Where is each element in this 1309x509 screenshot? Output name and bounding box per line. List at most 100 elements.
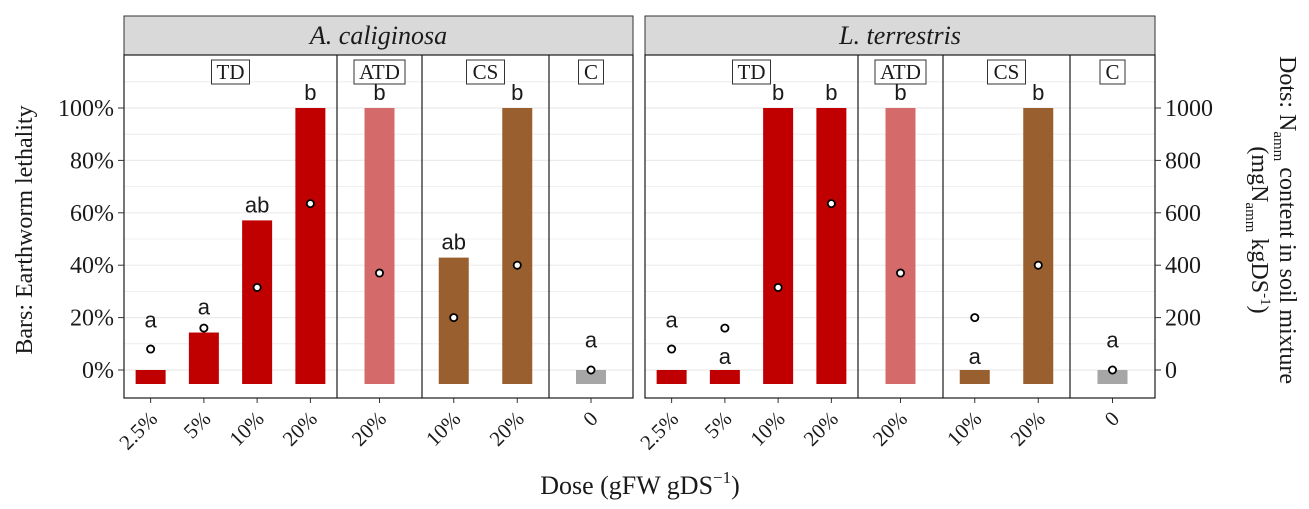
- y-left-tick-label: 100%: [58, 96, 114, 122]
- bar: [502, 108, 533, 384]
- x-tick-label: 10%: [942, 407, 986, 451]
- data-point: [1108, 365, 1118, 375]
- significance-letter: b: [304, 80, 316, 105]
- bar: [242, 220, 273, 384]
- group-label-box: [1099, 59, 1126, 85]
- data-point: [449, 313, 459, 323]
- x-tick-label: 10%: [745, 407, 789, 451]
- data-point: [512, 260, 522, 270]
- x-tick-label: 20%: [799, 407, 843, 451]
- x-tick-label: 2.5%: [635, 407, 683, 455]
- group-label-box: [987, 59, 1026, 85]
- significance-letter: b: [894, 80, 906, 105]
- data-point: [374, 268, 384, 278]
- y-right-tick-label: 1000: [1165, 96, 1213, 122]
- x-tick-label: 20%: [347, 407, 391, 451]
- x-tick-label: 2.5%: [114, 407, 162, 455]
- bar: [763, 108, 794, 384]
- bar: [709, 370, 740, 384]
- group-label: TD: [738, 60, 766, 84]
- data-point: [720, 323, 730, 333]
- data-point: [305, 199, 315, 209]
- y-left-tick-label: 20%: [70, 306, 114, 332]
- y-right-tick-label: 0: [1165, 358, 1177, 384]
- group-label: CS: [994, 60, 1020, 84]
- data-point: [667, 344, 677, 354]
- x-tick-label: 20%: [868, 407, 912, 451]
- group-label-box: [466, 59, 505, 85]
- significance-letter: a: [585, 328, 598, 353]
- significance-letter: a: [1106, 328, 1119, 353]
- facet-strip-label: A. caliginosa: [308, 21, 447, 50]
- data-point: [773, 282, 783, 292]
- facet-strip: [644, 15, 1156, 56]
- group-label-box: [353, 59, 406, 85]
- significance-letter: a: [969, 344, 982, 369]
- bar: [576, 370, 606, 384]
- x-tick-label: 0: [1100, 407, 1124, 431]
- significance-letter: a: [198, 294, 211, 319]
- y-left-tick-label: 60%: [70, 201, 114, 227]
- panel-border: [123, 54, 634, 399]
- bar: [959, 370, 990, 384]
- x-tick-label: 10%: [421, 407, 465, 451]
- bar: [135, 370, 166, 384]
- group-label: ATD: [359, 60, 400, 84]
- significance-letter: ab: [442, 230, 466, 255]
- data-point: [586, 365, 596, 375]
- significance-letter: b: [825, 80, 837, 105]
- significance-letter: b: [1032, 80, 1044, 105]
- significance-letter: ab: [245, 192, 269, 217]
- significance-letter: b: [772, 80, 784, 105]
- data-point: [146, 344, 156, 354]
- bar: [364, 108, 395, 384]
- data-point: [826, 199, 836, 209]
- data-point: [970, 313, 980, 323]
- y-left-axis-title: Bars: Earthworm lethality: [12, 105, 38, 354]
- bar: [1023, 108, 1054, 384]
- x-tick-label: 5%: [179, 407, 216, 444]
- x-tick-label: 20%: [485, 407, 529, 451]
- x-tick-label: 0: [578, 407, 602, 431]
- group-label: C: [584, 60, 598, 84]
- significance-letter: a: [719, 344, 732, 369]
- data-point: [896, 268, 906, 278]
- bar: [816, 108, 847, 384]
- y-left-tick-label: 0%: [82, 358, 114, 384]
- group-label: C: [1105, 60, 1119, 84]
- panel-border: [644, 54, 1156, 399]
- x-tick-label: 10%: [224, 407, 268, 451]
- facet-strip-label: L. terrestris: [838, 21, 961, 50]
- x-tick-label: 20%: [1006, 407, 1050, 451]
- y-right-tick-label: 200: [1165, 306, 1201, 332]
- y-right-axis-title-line1: Dots: Namm content in soil mixture: [1270, 56, 1300, 384]
- group-label-box: [578, 59, 604, 85]
- y-right-axis-title-line2: (mgNamm kgDS-1): [1242, 146, 1273, 313]
- y-right-tick-label: 600: [1165, 201, 1201, 227]
- significance-letter: a: [666, 308, 679, 333]
- bar: [1097, 370, 1128, 384]
- significance-letter: b: [373, 80, 385, 105]
- x-tick-label: 5%: [700, 407, 737, 444]
- bar: [656, 370, 687, 384]
- y-left-tick-label: 40%: [70, 253, 114, 279]
- bar: [188, 332, 219, 384]
- group-label-box: [211, 59, 250, 85]
- group-label: CS: [473, 60, 499, 84]
- data-point: [199, 323, 209, 333]
- data-point: [252, 282, 262, 292]
- y-left-tick-label: 80%: [70, 148, 114, 174]
- y-right-tick-label: 400: [1165, 253, 1201, 279]
- group-label-box: [732, 59, 771, 85]
- facet-strip: [123, 15, 634, 56]
- data-point: [1033, 260, 1043, 270]
- x-tick-label: 20%: [278, 407, 322, 451]
- group-label-box: [874, 59, 927, 85]
- significance-letter: a: [145, 308, 158, 333]
- y-right-tick-label: 800: [1165, 148, 1201, 174]
- bar: [295, 108, 326, 384]
- bar: [885, 108, 916, 384]
- group-label: TD: [217, 60, 245, 84]
- x-axis-title: Dose (gFW gDS−1): [540, 468, 740, 500]
